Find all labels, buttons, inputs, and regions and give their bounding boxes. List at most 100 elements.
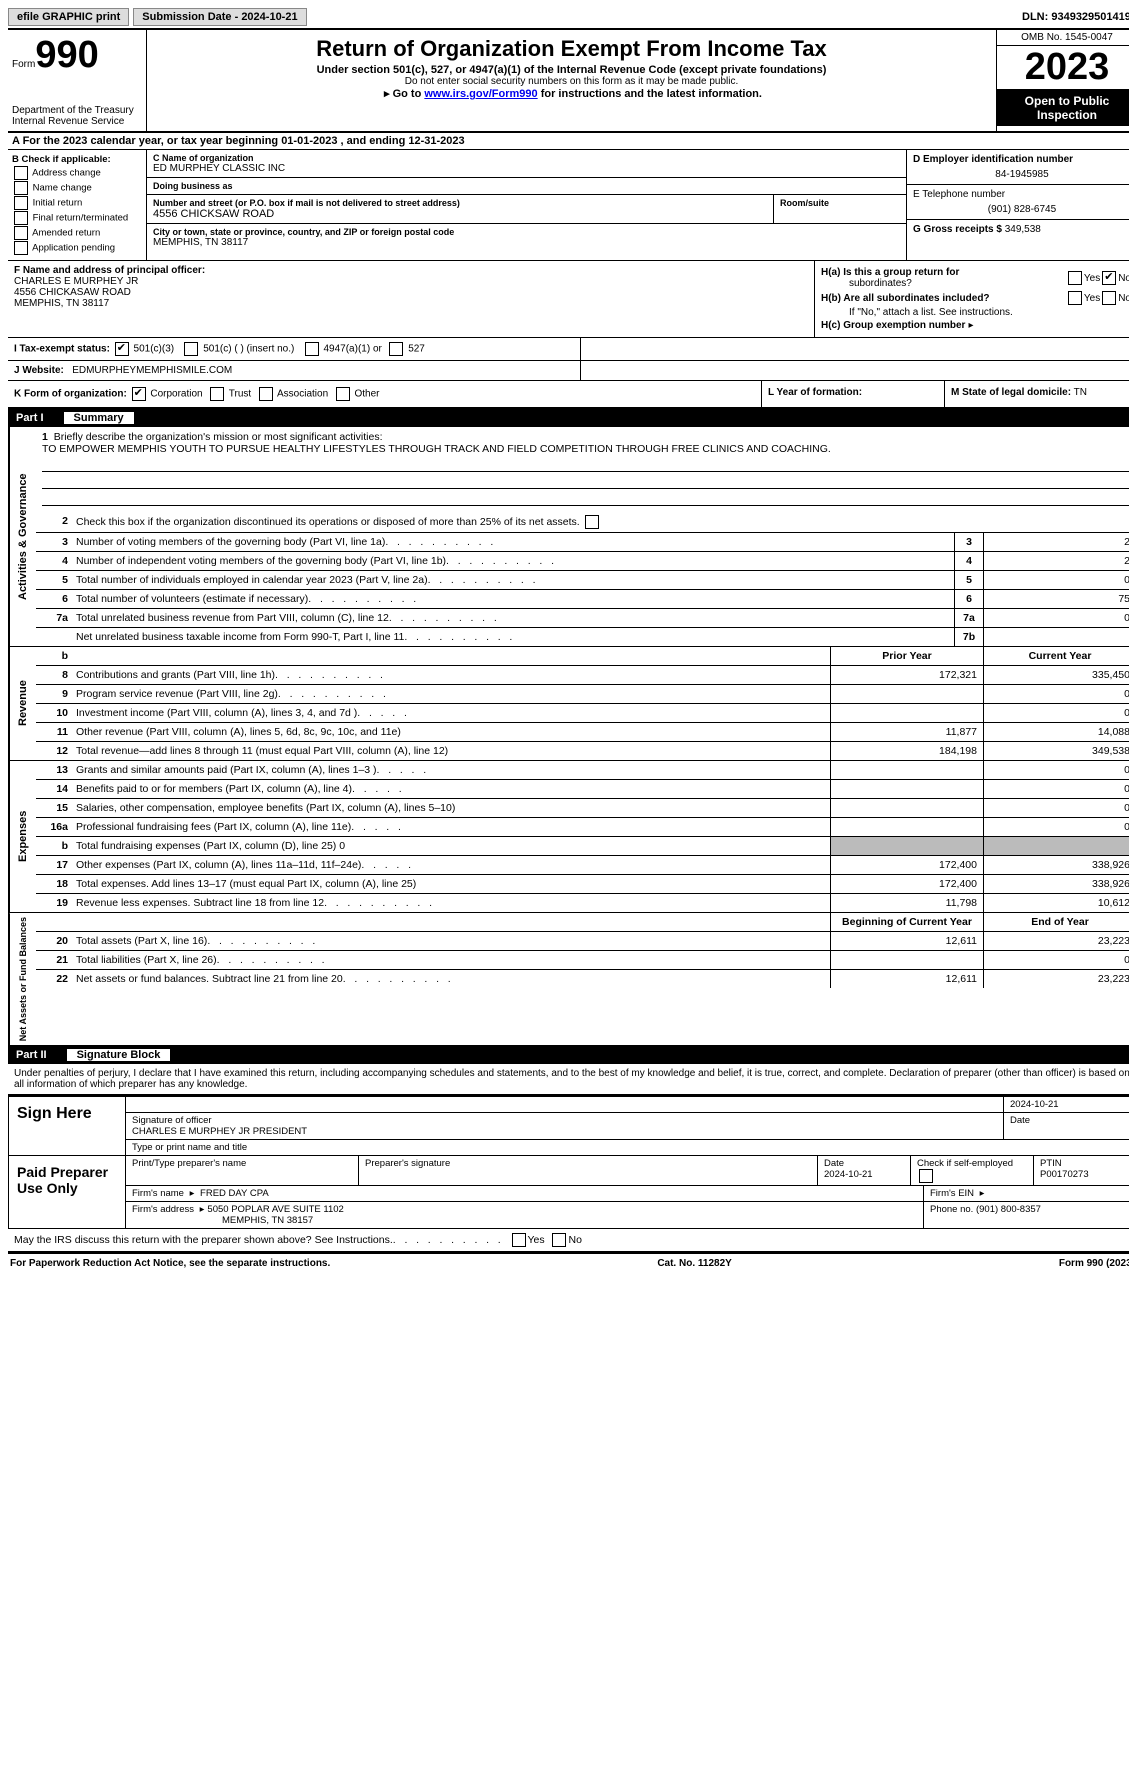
org-other[interactable] xyxy=(336,387,350,401)
val-7b xyxy=(983,628,1129,646)
part-2-header: Part II Signature Block xyxy=(8,1046,1129,1064)
ein: 84-1945985 xyxy=(913,169,1129,180)
exp-15-curr: 0 xyxy=(983,799,1129,817)
status-501c3[interactable] xyxy=(115,342,129,356)
footer-mid: Cat. No. 11282Y xyxy=(657,1258,731,1269)
box-b: B Check if applicable: Address change Na… xyxy=(8,150,147,260)
vtab-revenue: Revenue xyxy=(9,647,36,760)
rev-11-prior: 11,877 xyxy=(830,723,983,741)
section-bcd: B Check if applicable: Address change Na… xyxy=(8,150,1129,261)
officer-city: MEMPHIS, TN 38117 xyxy=(14,298,808,309)
check-address-change[interactable] xyxy=(14,166,28,180)
status-527[interactable] xyxy=(389,342,403,356)
form-header: Form990 Department of the Treasury Inter… xyxy=(8,30,1129,133)
rev-10-prior xyxy=(830,704,983,722)
net-20-prior: 12,611 xyxy=(830,932,983,950)
box-c: C Name of organization ED MURPHEY CLASSI… xyxy=(147,150,907,260)
exp-16b-curr xyxy=(983,837,1129,855)
check-amended[interactable] xyxy=(14,226,28,240)
status-501c[interactable] xyxy=(184,342,198,356)
efile-print-button[interactable]: efile GRAPHIC print xyxy=(8,8,129,26)
org-assoc[interactable] xyxy=(259,387,273,401)
val-5: 0 xyxy=(983,571,1129,589)
omb-number: OMB No. 1545-0047 xyxy=(997,30,1129,46)
officer-street: 4556 CHICKASAW ROAD xyxy=(14,287,808,298)
sig-date: 2024-10-21 xyxy=(1004,1097,1129,1112)
net-22-curr: 23,223 xyxy=(983,970,1129,988)
line-klm: K Form of organization: Corporation Trus… xyxy=(8,381,1129,409)
section-revenue: Revenue bPrior YearCurrent Year 8Contrib… xyxy=(8,647,1129,761)
net-22-prior: 12,611 xyxy=(830,970,983,988)
check-self-employed[interactable] xyxy=(919,1169,933,1183)
ptin: P00170273 xyxy=(1040,1169,1089,1180)
exp-19-curr: 10,612 xyxy=(983,894,1129,912)
domicile-state: TN xyxy=(1074,387,1087,398)
discuss-row: May the IRS discuss this return with the… xyxy=(8,1229,1129,1253)
website: EDMURPHEYMEMPHISMILE.COM xyxy=(72,365,232,376)
ha-no[interactable] xyxy=(1102,271,1116,285)
val-4: 2 xyxy=(983,552,1129,570)
exp-19-prior: 11,798 xyxy=(830,894,983,912)
firm-addr1: 5050 POPLAR AVE SUITE 1102 xyxy=(207,1204,343,1215)
val-3: 2 xyxy=(983,533,1129,551)
exp-18-prior: 172,400 xyxy=(830,875,983,893)
firm-phone: (901) 800-8357 xyxy=(976,1204,1041,1215)
check-final-return[interactable] xyxy=(14,211,28,225)
exp-14-prior xyxy=(830,780,983,798)
check-initial-return[interactable] xyxy=(14,196,28,210)
vtab-net-assets: Net Assets or Fund Balances xyxy=(9,913,36,1045)
top-bar: efile GRAPHIC print Submission Date - 20… xyxy=(8,8,1129,30)
form-number: 990 xyxy=(35,34,98,76)
rev-12-prior: 184,198 xyxy=(830,742,983,760)
org-corp[interactable] xyxy=(132,387,146,401)
rev-8-prior: 172,321 xyxy=(830,666,983,684)
exp-13-curr: 0 xyxy=(983,761,1129,779)
signature-block: Sign Here 2024-10-21 Signature of office… xyxy=(8,1095,1129,1229)
vtab-governance: Activities & Governance xyxy=(9,427,36,646)
ha-yes[interactable] xyxy=(1068,271,1082,285)
exp-13-prior xyxy=(830,761,983,779)
officer-signature-name: CHARLES E MURPHEY JR PRESIDENT xyxy=(132,1126,997,1137)
box-h: H(a) Is this a group return for subordin… xyxy=(815,261,1129,337)
hb-no[interactable] xyxy=(1102,291,1116,305)
footer-left: For Paperwork Reduction Act Notice, see … xyxy=(10,1258,330,1269)
discuss-no[interactable] xyxy=(552,1233,566,1247)
section-governance: Activities & Governance 1 Briefly descri… xyxy=(8,427,1129,647)
val-7a: 0 xyxy=(983,609,1129,627)
exp-16a-curr: 0 xyxy=(983,818,1129,836)
exp-17-prior: 172,400 xyxy=(830,856,983,874)
discuss-yes[interactable] xyxy=(512,1233,526,1247)
section-expenses: Expenses 13Grants and similar amounts pa… xyxy=(8,761,1129,913)
irs-link[interactable]: www.irs.gov/Form990 xyxy=(424,88,537,100)
val-6: 75 xyxy=(983,590,1129,608)
net-21-prior xyxy=(830,951,983,969)
section-fh: F Name and address of principal officer:… xyxy=(8,261,1129,338)
footer-right: Form 990 (2023) xyxy=(1059,1258,1129,1269)
rev-8-curr: 335,450 xyxy=(983,666,1129,684)
form-title: Return of Organization Exempt From Incom… xyxy=(155,36,988,62)
gross-receipts: 349,538 xyxy=(1005,224,1041,235)
exp-16a-prior xyxy=(830,818,983,836)
box-f: F Name and address of principal officer:… xyxy=(8,261,815,337)
status-4947[interactable] xyxy=(305,342,319,356)
exp-16b-prior xyxy=(830,837,983,855)
form-label: Form xyxy=(12,59,35,70)
irs-label: Internal Revenue Service xyxy=(12,116,142,127)
line-j: J Website: EDMURPHEYMEMPHISMILE.COM xyxy=(8,361,1129,381)
rev-11-curr: 14,088 xyxy=(983,723,1129,741)
open-public-box: Open to Public Inspection xyxy=(997,90,1129,126)
check-name-change[interactable] xyxy=(14,181,28,195)
officer-name: CHARLES E MURPHEY JR xyxy=(14,276,808,287)
hb-yes[interactable] xyxy=(1068,291,1082,305)
mission-text: TO EMPOWER MEMPHIS YOUTH TO PURSUE HEALT… xyxy=(42,443,831,455)
check-app-pending[interactable] xyxy=(14,241,28,255)
section-net-assets: Net Assets or Fund Balances Beginning of… xyxy=(8,913,1129,1046)
submission-date-button[interactable]: Submission Date - 2024-10-21 xyxy=(133,8,306,26)
paid-preparer-label: Paid Preparer Use Only xyxy=(9,1156,126,1228)
subtitle-1: Under section 501(c), 527, or 4947(a)(1)… xyxy=(155,64,988,76)
rev-10-curr: 0 xyxy=(983,704,1129,722)
org-trust[interactable] xyxy=(210,387,224,401)
check-discontinued[interactable] xyxy=(585,515,599,529)
page-footer: For Paperwork Reduction Act Notice, see … xyxy=(8,1253,1129,1273)
sign-here-label: Sign Here xyxy=(9,1097,126,1155)
